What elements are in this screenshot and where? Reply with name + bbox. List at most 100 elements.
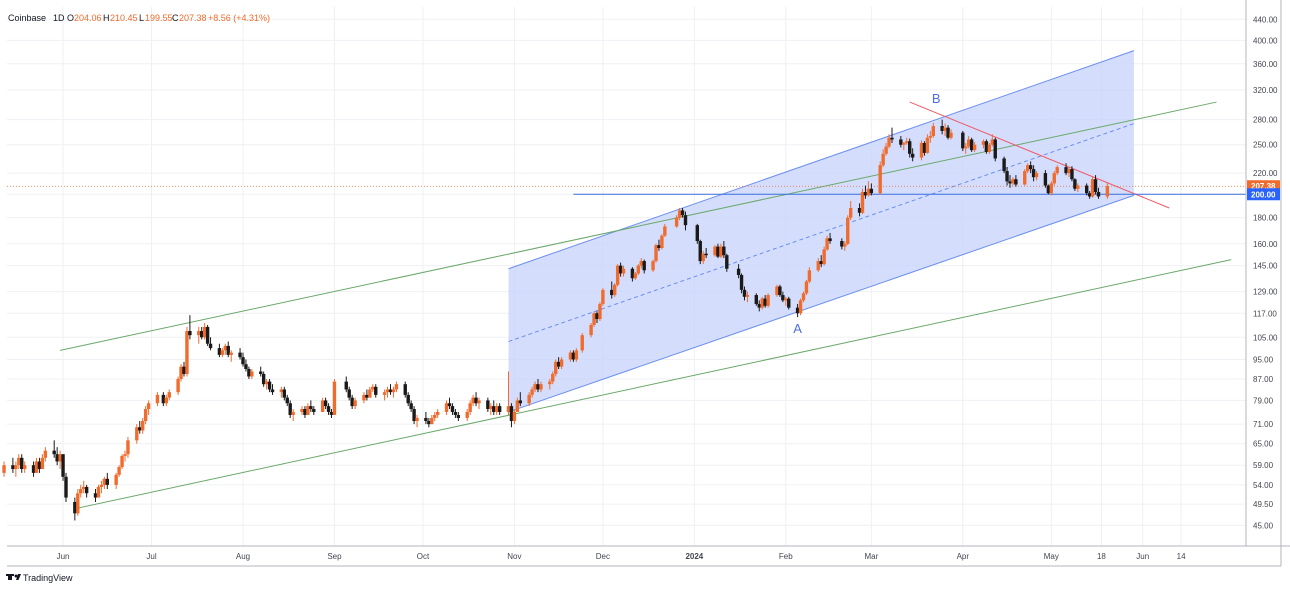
candle-body xyxy=(2,465,6,473)
candle-body xyxy=(76,493,80,514)
x-tick-label: Nov xyxy=(507,552,521,561)
candle-body xyxy=(323,400,328,407)
candle-body xyxy=(123,454,127,457)
candle-body xyxy=(784,298,788,301)
candle-body xyxy=(981,141,986,145)
trendlines[interactable] xyxy=(7,101,1246,510)
candle-body xyxy=(969,139,974,151)
candle-body xyxy=(450,406,455,412)
legend-change: +8.56 (+4.31%) xyxy=(208,13,270,23)
candle-body xyxy=(680,210,685,216)
candle-body xyxy=(984,141,989,152)
candle-body xyxy=(840,241,844,247)
candle-body xyxy=(742,289,747,297)
candle-body xyxy=(492,406,496,412)
candle-body xyxy=(208,343,213,349)
candle-body xyxy=(556,361,561,367)
candle-body xyxy=(725,255,729,269)
candle-body xyxy=(205,326,210,344)
candle-body xyxy=(1076,185,1080,189)
candle-body xyxy=(244,364,248,370)
regression-channel[interactable] xyxy=(508,50,1135,413)
candle-body xyxy=(291,411,295,415)
candle-body xyxy=(798,300,803,314)
candle-body xyxy=(931,126,935,137)
candle-body xyxy=(990,139,994,145)
candle-body xyxy=(20,457,24,470)
candle-body xyxy=(592,313,596,325)
candle-body xyxy=(739,275,744,290)
candle-body xyxy=(270,389,275,393)
candle-body xyxy=(719,246,723,257)
candle-body xyxy=(515,400,520,412)
candle-body xyxy=(598,303,602,320)
legend-low-label: L xyxy=(139,13,144,23)
candle-body xyxy=(763,298,767,306)
candle-body xyxy=(226,345,230,355)
candle-body xyxy=(259,371,263,374)
candle-body xyxy=(559,359,564,367)
candle-body xyxy=(141,421,145,431)
candle-body xyxy=(860,192,865,213)
candle-body xyxy=(468,403,472,412)
candle-body xyxy=(64,476,68,498)
candle-body xyxy=(238,352,242,358)
candle-body xyxy=(589,324,593,336)
candle-body xyxy=(615,265,620,285)
candle-body xyxy=(282,389,286,398)
candle-body xyxy=(795,307,800,314)
candle-body xyxy=(11,465,15,470)
candle-body xyxy=(368,389,372,398)
candle-body xyxy=(1002,158,1006,172)
y-tick-label: 71.00 xyxy=(1253,420,1274,429)
candle-body xyxy=(946,127,950,138)
candle-body xyxy=(385,389,390,393)
candle-body xyxy=(857,207,862,213)
candle-body xyxy=(787,298,791,308)
legend-open-value: 204.06 xyxy=(74,13,102,23)
candle-body xyxy=(766,295,770,306)
x-tick-label: Aug xyxy=(236,552,250,561)
candle-body xyxy=(654,245,658,262)
candles[interactable] xyxy=(2,119,1110,521)
candle-body xyxy=(884,146,888,154)
candle-body xyxy=(961,132,965,149)
candle-body xyxy=(910,153,915,158)
candle-body xyxy=(477,400,481,404)
candle-body xyxy=(618,265,623,274)
tradingview-logo-icon-bar xyxy=(6,574,14,576)
candle-body xyxy=(182,366,186,374)
candle-body xyxy=(167,392,171,398)
y-tick-label: 49.50 xyxy=(1253,500,1274,509)
tradingview-brand: TradingView xyxy=(23,573,73,583)
candle-body xyxy=(117,467,121,475)
candle-body xyxy=(1070,169,1074,180)
candle-body xyxy=(636,265,640,274)
y-tick-label: 59.00 xyxy=(1253,461,1274,470)
last-price-badge-label: 207.38 xyxy=(1251,182,1276,191)
candle-body xyxy=(365,394,369,398)
candle-body xyxy=(683,215,688,226)
x-tick-label: Mar xyxy=(864,552,878,561)
candle-body xyxy=(1055,167,1059,174)
y-tick-label: 360.00 xyxy=(1253,60,1278,69)
candle-body xyxy=(843,243,847,247)
candle-body xyxy=(250,371,254,377)
channel-fill xyxy=(508,50,1134,412)
candle-body xyxy=(621,268,626,274)
candle-body xyxy=(465,411,469,418)
candle-body xyxy=(512,411,517,422)
candle-body xyxy=(82,486,86,490)
candle-body xyxy=(775,286,779,296)
candle-body xyxy=(828,238,832,242)
y-tick-label: 280.00 xyxy=(1253,116,1278,125)
candle-body xyxy=(164,397,168,404)
candle-body xyxy=(14,465,18,470)
trendline-red-resistance xyxy=(909,101,1170,209)
x-tick-label: Sep xyxy=(327,552,342,561)
candle-body xyxy=(264,381,269,385)
candle-body xyxy=(1008,181,1012,184)
y-tick-label: 250.00 xyxy=(1253,141,1278,150)
